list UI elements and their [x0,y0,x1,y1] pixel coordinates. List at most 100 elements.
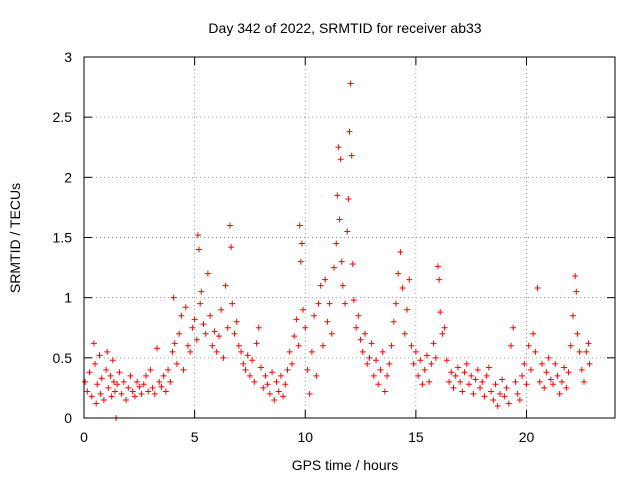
data-point [191,316,198,323]
data-point [277,372,284,379]
data-point [222,282,229,289]
data-point [554,372,561,379]
data-point [273,378,280,385]
data-point [443,357,450,364]
data-point [494,402,501,409]
data-point [304,366,311,373]
data-point [410,360,417,367]
data-point [368,340,375,347]
data-point [339,282,346,289]
data-point [355,312,362,319]
y-tick-label: 1.5 [53,230,73,246]
data-point [266,390,273,397]
data-point [457,378,464,385]
data-point [563,384,570,391]
data-point [215,333,222,340]
data-point [359,348,366,355]
data-point [335,144,342,151]
data-point [142,372,149,379]
x-tick-label: 15 [408,429,424,445]
x-tick-label: 5 [191,429,199,445]
data-point [280,393,287,400]
data-point [574,330,581,337]
data-point [556,390,563,397]
data-point [569,312,576,319]
data-point [84,388,91,395]
plot-frame [83,56,616,419]
data-point [573,288,580,295]
data-point [167,378,174,385]
data-point [406,276,413,283]
data-point [558,378,565,385]
data-point [100,396,107,403]
data-point [426,378,433,385]
data-point [92,360,99,367]
data-point [127,372,134,379]
data-point [249,357,256,364]
data-point [465,381,472,388]
data-point [404,306,411,313]
data-point [224,324,231,331]
data-point [233,318,240,325]
data-point [470,390,477,397]
data-point [350,297,357,304]
data-point [399,285,406,292]
data-point [189,324,196,331]
data-point [441,324,448,331]
data-point [397,248,404,255]
data-point [196,246,203,253]
data-point [297,258,304,265]
data-point [170,294,177,301]
data-point [334,192,341,199]
data-point [388,342,395,349]
data-point [204,270,211,277]
data-point [116,369,123,376]
data-point [430,340,437,347]
data-point [227,222,234,229]
data-point [194,232,201,239]
data-point [516,396,523,403]
data-point [483,372,490,379]
data-point [308,348,315,355]
chart-title: Day 342 of 2022, SRMTID for receiver ab3… [208,20,481,36]
data-point [82,378,89,385]
data-point [479,378,486,385]
data-point [567,342,574,349]
data-point [481,393,488,400]
data-point [235,342,242,349]
data-point [381,388,388,395]
data-point [315,300,322,307]
data-point [200,321,207,328]
data-point [328,330,335,337]
data-point [114,381,121,388]
x-tick-label: 0 [80,429,88,445]
data-point [251,378,258,385]
data-point [129,388,136,395]
data-point [353,324,360,331]
data-point [586,360,593,367]
data-point [545,354,552,361]
x-tick-label: 20 [519,429,535,445]
data-point [532,348,539,355]
data-point [452,372,459,379]
data-point [298,240,305,247]
data-point [158,383,165,390]
data-point [242,366,249,373]
data-point [565,369,572,376]
data-points [82,80,593,421]
y-tick-label: 2.5 [53,109,73,125]
data-point [255,324,262,331]
y-tick-label: 2 [64,169,72,185]
data-point [543,369,550,376]
data-point [162,388,169,395]
data-point [136,383,143,390]
data-point [291,333,298,340]
data-point [384,372,391,379]
data-point [512,378,519,385]
data-point [585,340,592,347]
data-point [123,396,130,403]
data-point [258,364,264,371]
x-tick-label: 10 [297,429,313,445]
data-point [336,216,343,223]
